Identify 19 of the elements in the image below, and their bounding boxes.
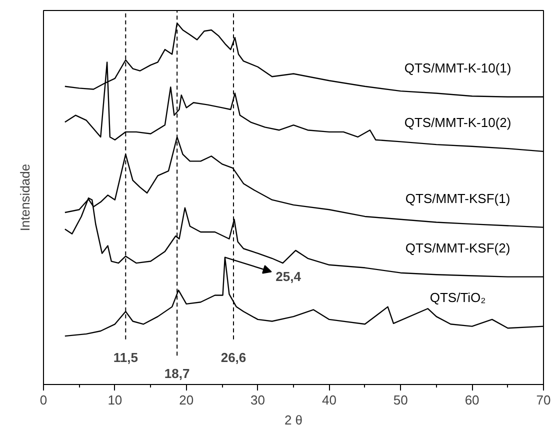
x-tick-label: 40 [322, 392, 336, 408]
ref-line-label: 26,6 [220, 350, 246, 365]
ref-line-label: 11,5 [113, 350, 138, 365]
x-tick-label: 60 [464, 392, 480, 408]
series-label: QTS/MMT-K-10(2) [404, 115, 512, 130]
x-tick-label: 70 [536, 392, 551, 408]
y-axis-title: Intensidade [18, 164, 32, 232]
x-tick-label: 10 [108, 392, 122, 408]
series-label: QTS/MMT-K-10(1) [404, 60, 512, 76]
x-tick-label: 20 [179, 392, 194, 408]
x-tick-label: 30 [250, 392, 266, 408]
series-label: QTS/TiO₂ [430, 290, 486, 305]
series-label: QTS/MMT-KSF(2) [405, 240, 510, 256]
series-label: QTS/MMT-KSF(1) [405, 190, 510, 206]
annotation: 25,4 [276, 268, 302, 284]
x-axis-title: 2 θ [284, 412, 303, 428]
x-tick-label: 50 [393, 392, 408, 408]
ref-line-label: 18,7 [164, 366, 190, 382]
x-tick-label: 0 [40, 392, 48, 408]
